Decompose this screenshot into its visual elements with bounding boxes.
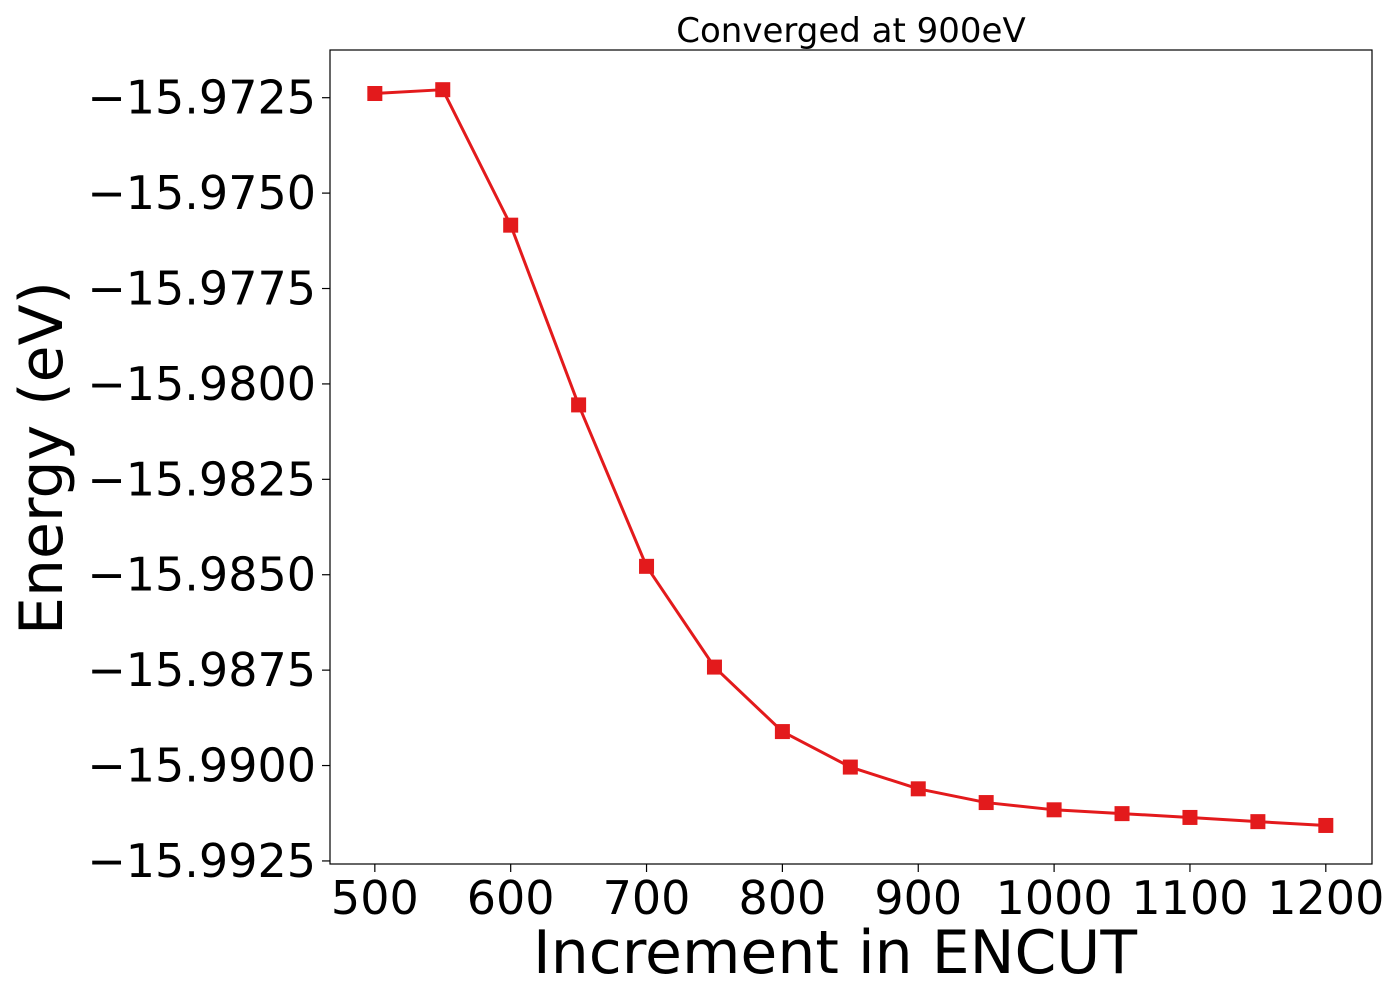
- x-tick-label: 500: [331, 871, 419, 925]
- data-point-marker: [1182, 809, 1198, 825]
- energy-series-line: [374, 88, 1326, 827]
- data-point-marker: [1318, 817, 1334, 833]
- data-point-marker: [503, 217, 519, 233]
- y-tick-label: −15.9725: [87, 71, 316, 125]
- chart-title: Converged at 900eV: [676, 11, 1025, 51]
- data-point-marker: [571, 397, 587, 413]
- data-point-marker: [774, 724, 790, 740]
- y-tick-label: −15.9800: [87, 357, 316, 411]
- energy-series-markers: [367, 82, 1334, 833]
- x-tick-label: 1000: [996, 871, 1113, 925]
- y-axis-label: Energy (eV): [7, 281, 77, 635]
- x-tick-label: 900: [874, 871, 962, 925]
- y-tick-label: −15.9750: [87, 166, 316, 220]
- y-tick-label: −15.9850: [87, 548, 316, 602]
- x-tick-label: 700: [603, 871, 691, 925]
- data-point-marker: [435, 82, 451, 98]
- x-axis: 500 600 700 800 900 1000 1100 1200: [331, 864, 1384, 925]
- y-tick-label: −15.9825: [87, 452, 316, 506]
- plot-area-frame: [329, 49, 1373, 865]
- data-point-marker: [367, 86, 383, 102]
- data-point-marker: [1046, 802, 1062, 818]
- y-axis: −15.9725 −15.9750 −15.9775 −15.9800 −15.9825…: [87, 71, 330, 888]
- data-point-marker: [1114, 806, 1130, 822]
- data-point-marker: [1250, 814, 1266, 830]
- x-axis-label: Increment in ENCUT: [533, 918, 1137, 988]
- data-point-marker: [842, 759, 858, 775]
- data-point-marker: [706, 659, 722, 675]
- x-tick-label: 1100: [1131, 871, 1248, 925]
- y-tick-label: −15.9925: [87, 834, 316, 888]
- x-tick-label: 800: [738, 871, 826, 925]
- x-tick-label: 1200: [1267, 871, 1384, 925]
- data-point-marker: [639, 558, 655, 574]
- y-tick-label: −15.9875: [87, 643, 316, 697]
- y-tick-label: −15.9775: [87, 262, 316, 316]
- x-tick-label: 600: [467, 871, 555, 925]
- data-point-marker: [910, 781, 926, 797]
- y-tick-label: −15.9900: [87, 739, 316, 793]
- data-point-marker: [978, 795, 994, 811]
